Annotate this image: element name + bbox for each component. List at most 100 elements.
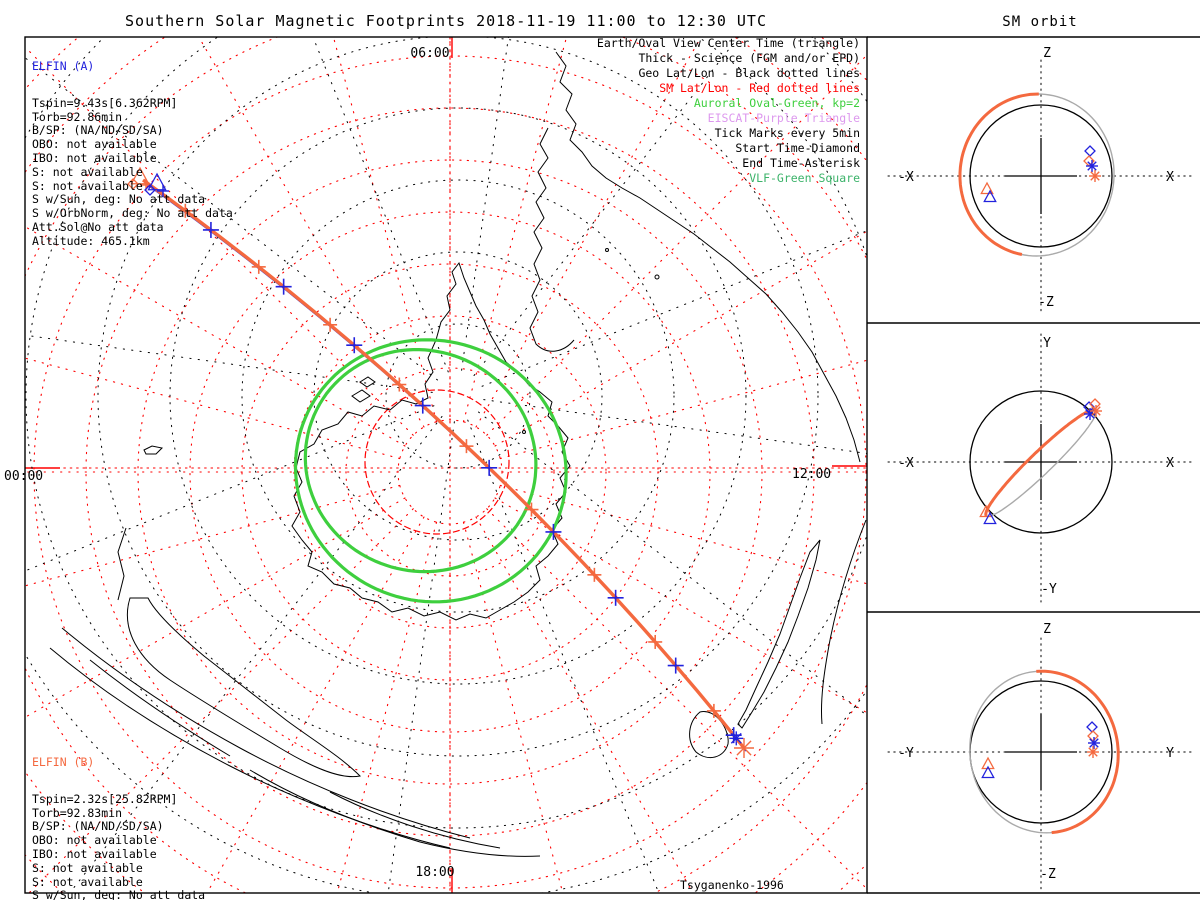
coastline-archipelago [249, 769, 541, 857]
sm-mlt-spoke [486, 508, 867, 890]
info-line: B/SP: (NA/ND/SD/SA) [32, 819, 164, 834]
legend-item: Geo Lat/Lon - Black dotted lines [638, 66, 860, 80]
legend-item: Auroral Oval-Green, kp=2 [693, 96, 860, 110]
legend-item: Start Time-Diamond [735, 141, 860, 155]
geo-longitude-line [483, 399, 867, 454]
geo-latitude-ring [169, 107, 747, 685]
info-line: S: not available [32, 860, 143, 875]
model-credit: Tsyganenko-1996 [680, 878, 784, 892]
orbit-a-triangle [981, 765, 995, 779]
sm-mlt-spoke [336, 521, 438, 893]
legend-item: Earth/Oval View Center Time (triangle) [596, 36, 860, 50]
panel-axis-label: -Y [898, 746, 914, 761]
orbit-b-triangle [979, 504, 993, 518]
legend-item: End Time-Asterisk [742, 156, 860, 170]
sm-mlt-spoke [28, 508, 414, 893]
elfin-a-info: ELFIN (A) Tspin=9.43s[6.362RPM] Torb=92.8… [32, 38, 233, 246]
legend-item: Tick Marks every 5min [714, 126, 860, 140]
info-line: S: not available [32, 874, 143, 889]
coastline-islet [605, 248, 609, 252]
info-line: S: not available [32, 178, 143, 193]
geo-longitude-line [467, 419, 660, 893]
coastline-south-america-west [529, 127, 575, 352]
coastline-east-coast [555, 51, 861, 463]
geo-latitude-ring [97, 37, 819, 757]
geo-longitude-line [387, 421, 455, 893]
coastline-archipelago [89, 659, 231, 757]
info-line: B/SP: (NA/ND/SD/SA) [32, 123, 164, 138]
plot-frames [24, 36, 1200, 894]
clock-label-top: 06:00 [410, 46, 450, 61]
clock-label-left: 00:00 [4, 469, 44, 484]
orbit-science-arc [1036, 669, 1120, 835]
sm-mlt-spoke [206, 516, 425, 893]
sm-latitude-ring [137, 159, 763, 785]
info-line: IBO: not available [32, 150, 157, 165]
sm-orbit-panel-2: Y -Y -X X [887, 333, 1193, 603]
legend-item: VLF-Green Square [749, 171, 860, 185]
panel-axis-label: -X [898, 170, 914, 185]
panel-axis-label: Y [1166, 746, 1174, 761]
sm-latitude-ring [33, 55, 867, 889]
elfin-b-track [142, 178, 746, 750]
elfin-a-lines: Tspin=9.43s[6.362RPM] Torb=92.86min B/SP: … [32, 97, 233, 246]
orbit-a-diamond [1083, 401, 1095, 413]
sm-mlt-spoke [25, 497, 406, 719]
elfin-a-name: ELFIN (A) [32, 59, 95, 73]
legend-item: Thick - Science (FGM and/or EPD) [638, 51, 860, 65]
earth-circle [969, 104, 1113, 248]
auroral-oval-outer [293, 338, 568, 604]
legend-item: EISCAT-Purple Triangle [707, 111, 860, 125]
panel-axis-label: -X [898, 456, 914, 471]
earth-circle [969, 390, 1113, 534]
view-center-circle [364, 389, 510, 535]
orbit-b-asterisk [1088, 747, 1098, 757]
clock-label-bottom: 18:00 [415, 865, 455, 880]
geo-latitude-ring [313, 251, 603, 541]
geo-longitude-line [473, 37, 740, 377]
elfin-a-start-triangle [147, 172, 167, 191]
geo-longitude-line [461, 37, 509, 371]
coastline-archipelago [49, 647, 451, 849]
sm-orbit-panel-3: Z -Z -Y Y [887, 622, 1193, 891]
coastline-island [351, 389, 371, 403]
auroral-oval-inner [303, 348, 538, 574]
sm-latitude-ring [189, 211, 711, 733]
elfin-a-end-asterisk [730, 732, 742, 744]
coastline-patagonia-north [117, 527, 127, 601]
clock-label-right: 12:00 [792, 467, 832, 482]
info-line: Att.Sol@No att data [32, 219, 164, 234]
coastline-archipelago [329, 791, 501, 849]
sm-orbit-panels: Z -Z -X X Y -Y -X X Z -Z -Y Y [887, 46, 1193, 891]
sm-mlt-spoke [332, 37, 438, 423]
orbit-science-arc [958, 92, 1039, 256]
geo-longitude-line [25, 57, 439, 381]
info-line: OBO: not available [32, 137, 157, 152]
geo-latitude-ring [241, 179, 675, 613]
sm-mlt-spoke [499, 484, 867, 585]
info-line: S: not available [32, 164, 143, 179]
elfin-b-info: ELFIN (B) Tspin=2.32s[25.82RPM] Torb=92.8… [32, 734, 233, 900]
sm-mlt-spoke [25, 225, 406, 447]
elfin-a-start-diamond [144, 184, 156, 196]
info-line: Tspin=2.32s[25.82RPM] [32, 791, 178, 806]
coastline-right-edge [820, 519, 867, 725]
panel-axis-label: Z [1043, 46, 1051, 61]
elfin-b-end-asterisk [736, 740, 752, 756]
coastline-nz-island [689, 711, 729, 759]
sm-mlt-spoke [494, 497, 867, 714]
map-title: Southern Solar Magnetic Footprints 2018-… [125, 12, 767, 30]
orbit-a-diamond [1086, 721, 1098, 733]
orbit-b-asterisk [1091, 406, 1101, 416]
elfin-a-track [144, 182, 747, 752]
coastline-island [359, 376, 376, 388]
panel-axis-label: Z [1043, 622, 1051, 637]
satellite-trajectory [127, 166, 754, 758]
legend-item: SM Lat/Lon - Red dotted lines [659, 81, 860, 95]
orbit-b-triangle [981, 756, 995, 770]
elfin-b-lines: Tspin=2.32s[25.82RPM] Torb=92.83min B/SP: … [32, 791, 233, 900]
panel-axis-label: X [1166, 170, 1174, 185]
info-line: Altitude: 465.1km [32, 233, 150, 248]
